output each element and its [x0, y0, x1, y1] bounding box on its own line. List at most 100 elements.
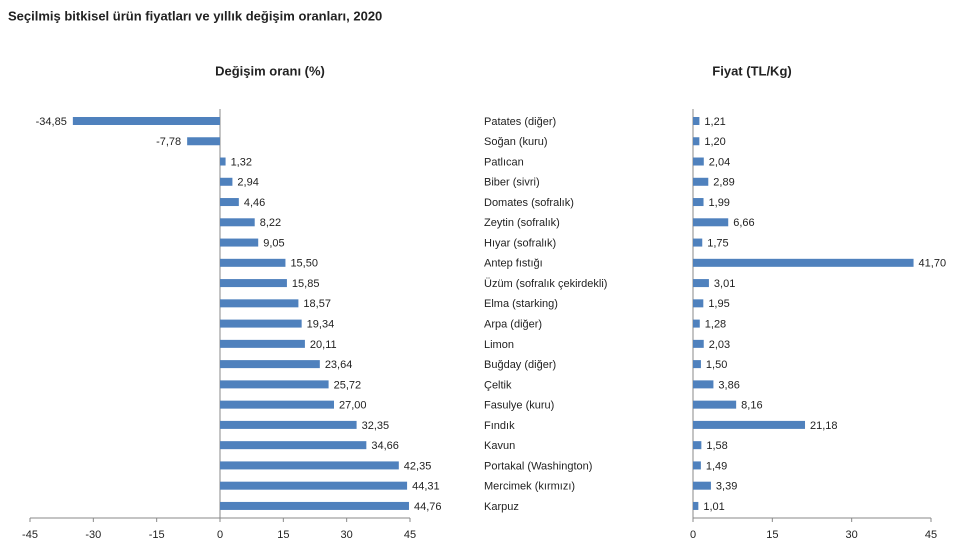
bar	[693, 441, 702, 450]
bar	[220, 238, 259, 247]
bar	[693, 279, 709, 288]
bar	[693, 400, 737, 409]
value-label: -7,78	[156, 136, 181, 148]
bar	[693, 238, 703, 247]
value-label: 6,66	[733, 217, 754, 229]
value-label: 44,76	[414, 501, 442, 513]
bar	[693, 501, 699, 510]
value-label: 20,11	[310, 339, 337, 351]
bar	[220, 177, 233, 186]
panel-title: Değişim oranı (%)	[215, 63, 325, 78]
bar	[220, 198, 239, 207]
value-label: 1,50	[706, 359, 727, 371]
chart-title: Seçilmiş bitkisel ürün fiyatları ve yıll…	[8, 8, 382, 23]
category-label: Kavun	[484, 440, 515, 452]
value-label: 1,21	[704, 116, 725, 128]
bar	[693, 420, 806, 429]
value-label: 8,16	[741, 400, 762, 412]
value-label: 9,05	[263, 237, 284, 249]
category-label: Elma (starking)	[484, 298, 558, 310]
bar	[220, 400, 334, 409]
x-tick-label: 45	[404, 529, 416, 541]
category-label: Fasulye (kuru)	[484, 400, 554, 412]
value-label: 1,28	[705, 319, 726, 331]
value-label: 21,18	[810, 420, 838, 432]
x-tick-label: -15	[149, 529, 165, 541]
value-label: 42,35	[404, 460, 432, 472]
bar	[693, 137, 700, 146]
x-tick-label: 45	[925, 529, 937, 541]
bar	[220, 157, 226, 166]
bar	[220, 461, 399, 470]
category-label: Limon	[484, 339, 514, 351]
bar	[693, 117, 700, 125]
value-label: 44,31	[412, 481, 440, 493]
value-label: 3,86	[718, 379, 739, 391]
x-tick-label: 30	[846, 529, 858, 541]
bar	[693, 461, 701, 470]
value-label: 18,57	[303, 298, 331, 310]
category-label: Portakal (Washington)	[484, 460, 592, 472]
value-label: 1,01	[703, 501, 724, 513]
value-label: 27,00	[339, 400, 367, 412]
value-label: 2,03	[709, 339, 730, 351]
bar	[220, 380, 329, 389]
bar	[220, 339, 305, 348]
value-label: 3,39	[716, 481, 737, 493]
bar	[220, 360, 320, 369]
bar	[220, 501, 409, 510]
value-label: 2,89	[713, 177, 734, 189]
category-label: Patates (diğer)	[484, 116, 556, 128]
category-label: Fındık	[484, 420, 515, 432]
bar	[693, 218, 729, 227]
bar	[187, 137, 220, 146]
bar	[220, 299, 299, 308]
bar	[693, 299, 704, 308]
x-tick-label: 30	[341, 529, 353, 541]
x-tick-label: -45	[22, 529, 38, 541]
value-label: 4,46	[244, 197, 265, 209]
x-tick-label: -30	[85, 529, 101, 541]
category-label: Antep fıstığı	[484, 258, 543, 270]
bar	[220, 258, 286, 267]
category-label: Arpa (diğer)	[484, 319, 542, 331]
panel-title: Fiyat (TL/Kg)	[712, 63, 791, 78]
bar	[693, 380, 714, 389]
value-label: 1,32	[231, 156, 252, 168]
bar	[72, 117, 220, 125]
value-label: 1,49	[706, 460, 727, 472]
bar	[693, 319, 700, 328]
category-label: Biber (sivri)	[484, 177, 540, 189]
x-tick-label: 15	[766, 529, 778, 541]
bar	[220, 319, 302, 328]
category-label: Domates (sofralık)	[484, 197, 574, 209]
bar	[220, 279, 287, 288]
value-label: 25,72	[334, 379, 362, 391]
value-label: 8,22	[260, 217, 281, 229]
category-label: Mercimek (kırmızı)	[484, 481, 575, 493]
bar	[693, 360, 701, 369]
x-tick-label: 15	[277, 529, 289, 541]
value-label: 15,85	[292, 278, 320, 290]
value-label: 2,04	[709, 156, 730, 168]
category-label: Karpuz	[484, 501, 519, 513]
value-label: 3,01	[714, 278, 735, 290]
bar	[220, 441, 367, 450]
value-label: 1,20	[704, 136, 725, 148]
bar	[693, 339, 704, 348]
category-label: Hıyar (sofralık)	[484, 237, 556, 249]
value-label: 34,66	[371, 440, 399, 452]
category-label: Buğday (diğer)	[484, 359, 556, 371]
value-label: 23,64	[325, 359, 353, 371]
bar	[220, 420, 357, 429]
bar	[220, 218, 255, 227]
category-label: Üzüm (sofralık çekirdekli)	[484, 278, 607, 290]
value-label: 1,95	[708, 298, 729, 310]
value-label: -34,85	[36, 116, 67, 128]
bar	[693, 481, 711, 490]
value-label: 1,58	[706, 440, 727, 452]
category-label: Zeytin (sofralık)	[484, 217, 560, 229]
bar	[693, 198, 704, 207]
value-label: 1,99	[709, 197, 730, 209]
